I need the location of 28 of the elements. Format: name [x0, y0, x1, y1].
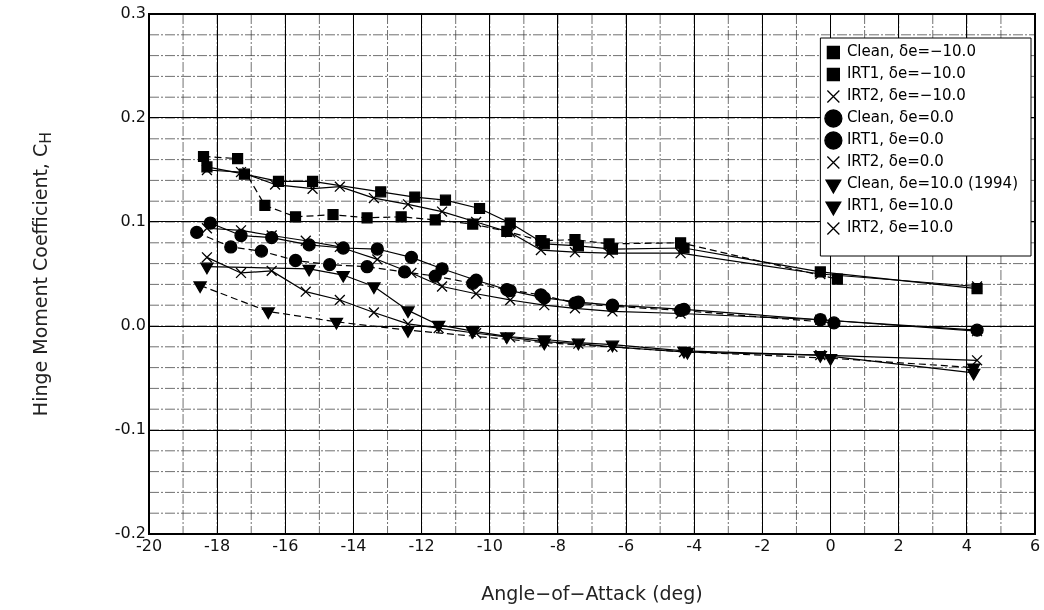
x-tick-label: -8 [549, 535, 566, 555]
legend-label: IRT2, δe=10.0 [846, 218, 954, 237]
legend-label: IRT2, δe=−10.0 [846, 86, 966, 105]
x-tick-label: -16 [272, 535, 299, 555]
legend-label: IRT1, δe=10.0 [846, 196, 954, 215]
legend-label: IRT1, δe=0.0 [846, 130, 944, 149]
legend-label: IRT2, δe=0.0 [846, 152, 944, 171]
y-tick-label: 0.1 [120, 211, 146, 231]
x-tick-label: 0 [825, 535, 836, 555]
legend-label: Clean, δe=10.0 (1994) [846, 174, 1018, 193]
x-tick-label: -12 [408, 535, 435, 555]
y-tick-label: 0.2 [120, 107, 146, 127]
x-tick-label: -10 [476, 535, 503, 555]
x-tick-label: -4 [686, 535, 703, 555]
y-tick-label: -0.1 [114, 419, 146, 439]
y-tick-label: 0.0 [120, 315, 146, 335]
x-tick-label: 6 [1029, 535, 1041, 555]
x-tick-label: -18 [204, 535, 231, 555]
x-axis-title: Angle−of−Attack (deg) [481, 581, 703, 604]
x-tick-label: 4 [961, 535, 972, 555]
x-tick-label: 2 [893, 535, 904, 555]
x-tick-label: -14 [340, 535, 367, 555]
legend-label: Clean, δe=0.0 [846, 108, 954, 127]
legend-label: IRT1, δe=−10.0 [846, 64, 966, 83]
x-tick-label: -2 [754, 535, 771, 555]
legend-label: Clean, δe=−10.0 [846, 42, 976, 61]
y-tick-label: 0.3 [120, 3, 146, 23]
x-tick-label: -6 [618, 535, 635, 555]
